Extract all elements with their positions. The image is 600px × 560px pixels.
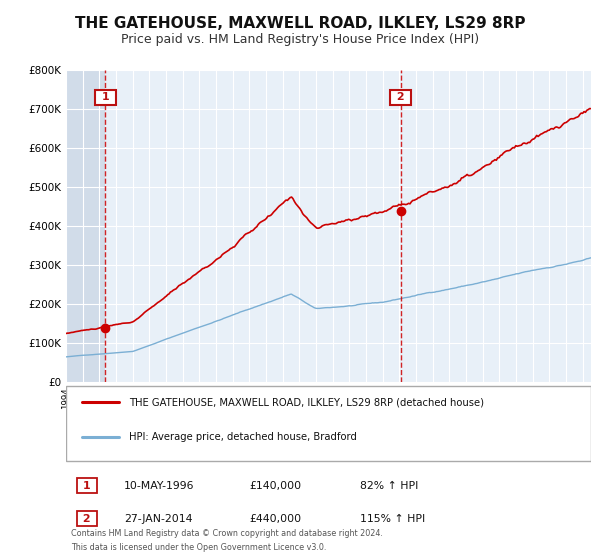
Text: THE GATEHOUSE, MAXWELL ROAD, ILKLEY, LS29 8RP (detached house): THE GATEHOUSE, MAXWELL ROAD, ILKLEY, LS2…	[129, 397, 484, 407]
Text: 82% ↑ HPI: 82% ↑ HPI	[360, 480, 418, 491]
Text: £440,000: £440,000	[250, 514, 302, 524]
Text: 27-JAN-2014: 27-JAN-2014	[124, 514, 192, 524]
Text: THE GATEHOUSE, MAXWELL ROAD, ILKLEY, LS29 8RP: THE GATEHOUSE, MAXWELL ROAD, ILKLEY, LS2…	[75, 16, 525, 31]
Text: Price paid vs. HM Land Registry's House Price Index (HPI): Price paid vs. HM Land Registry's House …	[121, 32, 479, 46]
FancyBboxPatch shape	[66, 386, 591, 460]
Text: £140,000: £140,000	[250, 480, 302, 491]
Text: Contains HM Land Registry data © Crown copyright and database right 2024.: Contains HM Land Registry data © Crown c…	[71, 529, 383, 538]
Bar	[66, 70, 106, 382]
Text: This data is licensed under the Open Government Licence v3.0.: This data is licensed under the Open Gov…	[71, 543, 326, 552]
Text: 1: 1	[79, 480, 95, 491]
Text: 1: 1	[98, 92, 113, 102]
Text: HPI: Average price, detached house, Bradford: HPI: Average price, detached house, Brad…	[129, 432, 357, 442]
Text: 2: 2	[393, 92, 408, 102]
Text: 115% ↑ HPI: 115% ↑ HPI	[360, 514, 425, 524]
Text: 10-MAY-1996: 10-MAY-1996	[124, 480, 194, 491]
Text: 2: 2	[79, 514, 95, 524]
